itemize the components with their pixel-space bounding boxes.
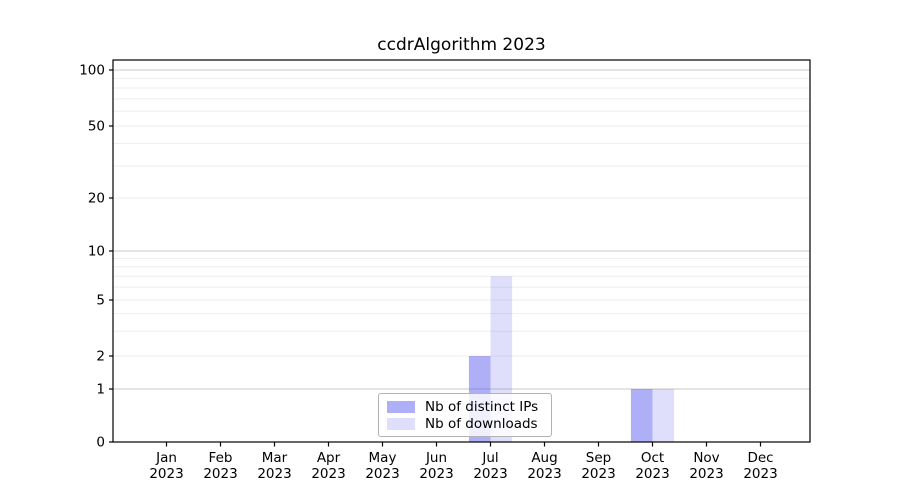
- x-tick-label-month: May: [369, 450, 397, 466]
- x-tick-label-month: Feb: [209, 450, 233, 466]
- x-tick-label-year: 2023: [635, 466, 669, 482]
- x-tick-label-year: 2023: [203, 466, 237, 482]
- y-tick-label: 0: [96, 435, 105, 451]
- x-tick-label-year: 2023: [257, 466, 291, 482]
- x-tick-label-month: Jul: [481, 450, 498, 466]
- x-tick-label-month: Dec: [747, 450, 773, 466]
- x-tick-label-month: Oct: [641, 450, 664, 466]
- x-tick-label-month: Apr: [317, 450, 341, 466]
- x-tick-label-month: Mar: [262, 450, 288, 466]
- x-tick-label-year: 2023: [473, 466, 507, 482]
- legend-item-downloads: Nb of downloads: [387, 415, 543, 432]
- bar-downloads-oct: [652, 389, 675, 442]
- y-tick-label: 10: [88, 244, 105, 260]
- legend-item-distinct-ips: Nb of distinct IPs: [387, 398, 543, 415]
- chart-title: ccdrAlgorithm 2023: [377, 35, 546, 55]
- x-tick-label-year: 2023: [743, 466, 777, 482]
- x-tick-label-month: Sep: [586, 450, 611, 466]
- x-tick-label-year: 2023: [689, 466, 723, 482]
- x-tick-label-year: 2023: [527, 466, 561, 482]
- legend-label-distinct-ips: Nb of distinct IPs: [425, 398, 539, 415]
- legend-swatch-distinct-ips: [387, 400, 415, 413]
- x-tick-label-year: 2023: [581, 466, 615, 482]
- x-tick-label-year: 2023: [149, 466, 183, 482]
- x-tick-label-month: Jun: [425, 450, 447, 466]
- x-tick-label-month: Aug: [531, 450, 557, 466]
- legend: Nb of distinct IPs Nb of downloads: [378, 393, 552, 437]
- x-tick-label-year: 2023: [311, 466, 345, 482]
- x-tick-label-month: Jan: [155, 450, 177, 466]
- x-tick-label-month: Nov: [693, 450, 719, 466]
- y-tick-label: 20: [88, 191, 105, 207]
- y-tick-label: 2: [96, 349, 105, 365]
- x-tick-label-year: 2023: [419, 466, 453, 482]
- legend-swatch-downloads: [387, 417, 415, 430]
- bar-distinct-ips-oct: [630, 389, 653, 442]
- y-tick-label: 50: [88, 119, 105, 135]
- y-tick-label: 1: [96, 382, 105, 398]
- y-tick-label: 5: [96, 293, 105, 309]
- y-tick-label: 100: [79, 63, 105, 79]
- x-tick-label-year: 2023: [365, 466, 399, 482]
- legend-label-downloads: Nb of downloads: [425, 415, 538, 432]
